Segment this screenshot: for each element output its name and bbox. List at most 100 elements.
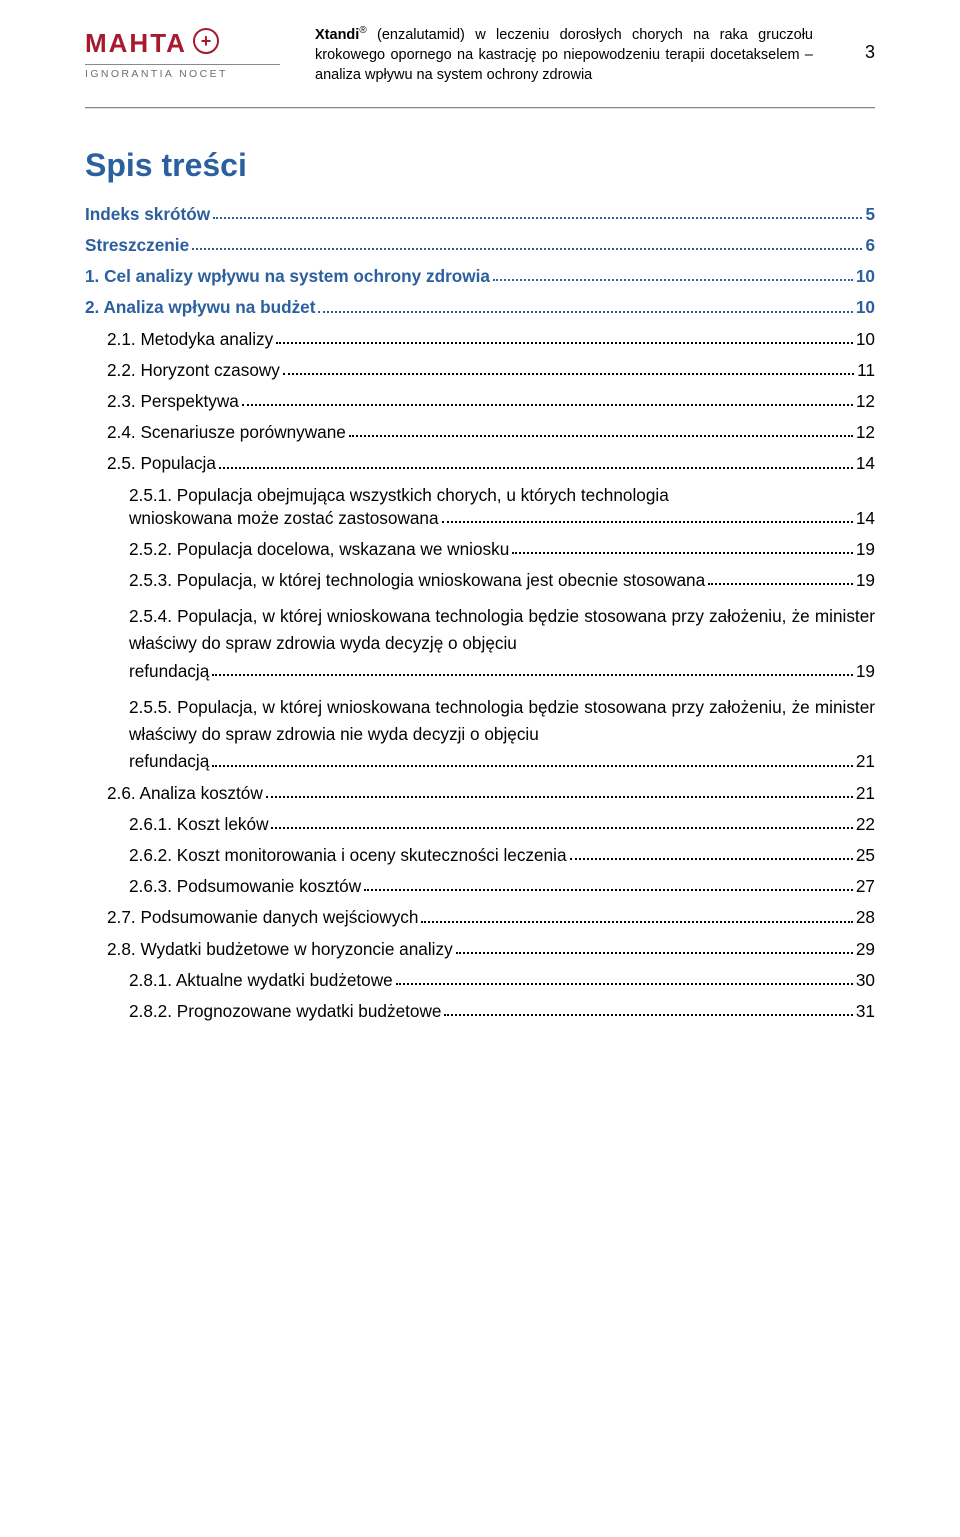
toc-entry: 2.2. Horyzont czasowy 11 [85, 362, 875, 379]
toc-entry-label: 2.6.3. Podsumowanie kosztów [129, 878, 361, 895]
toc-leader-dots [276, 342, 853, 344]
drug-name: Xtandi [315, 27, 359, 43]
toc-leader-dots [493, 279, 853, 281]
toc-entry: 2.8.1. Aktualne wydatki budżetowe30 [85, 972, 875, 989]
toc-entry-label: 2.5.2. Populacja docelowa, wskazana we w… [129, 541, 509, 558]
toc-entry-page: 29 [856, 941, 875, 958]
toc-leader-dots [512, 552, 853, 554]
toc-entry-lastline: refundacją 21 [129, 753, 875, 770]
toc-entry-label: 2.1. Metodyka analizy [107, 331, 273, 348]
toc-leader-dots [570, 858, 853, 860]
toc-entry-label: 2.8.1. Aktualne wydatki budżetowe [129, 972, 393, 989]
toc-entry: 2.5.1. Populacja obejmująca wszystkich c… [85, 487, 875, 527]
header-description: Xtandi® (enzalutamid) w leczeniu dorosły… [315, 24, 821, 85]
toc-entry-label: Indeks skrótów [85, 206, 210, 223]
page-header: MAHTA + IGNORANTIA NOCET Xtandi® (enzalu… [85, 24, 875, 85]
plus-icon: + [193, 28, 219, 54]
toc-leader-dots [708, 583, 853, 585]
toc-entry: 2.5.3. Populacja, w której technologia w… [85, 572, 875, 589]
header-rest: (enzalutamid) w leczeniu dorosłych chory… [315, 27, 813, 83]
logo: MAHTA + [85, 28, 295, 59]
toc-entry-label: 2.7. Podsumowanie danych wejściowych [107, 909, 418, 926]
toc-entry: 1. Cel analizy wpływu na system ochrony … [85, 268, 875, 285]
toc-leader-dots [444, 1014, 852, 1016]
toc-entry-label: 2.6.1. Koszt leków [129, 816, 268, 833]
toc-entry-page: 14 [856, 510, 875, 527]
toc-entry-label: 2.5.3. Populacja, w której technologia w… [129, 572, 705, 589]
toc-entry: 2.6.2. Koszt monitorowania i oceny skute… [85, 847, 875, 864]
toc-leader-dots [283, 373, 854, 375]
toc-entry-label: 2.2. Horyzont czasowy [107, 362, 280, 379]
toc-entry-label: refundacją [129, 753, 209, 770]
toc-leader-dots [456, 952, 853, 954]
toc-entry-page: 19 [856, 663, 875, 680]
toc-entry-page: 10 [856, 268, 875, 285]
toc-entry: 2.3. Perspektywa12 [85, 393, 875, 410]
toc-entry: 2.7. Podsumowanie danych wejściowych 28 [85, 909, 875, 926]
toc-entry: 2.6. Analiza kosztów 21 [85, 785, 875, 802]
toc-entry-page: 10 [856, 299, 875, 316]
toc-entry-page: 19 [856, 541, 875, 558]
toc-entry-label: 2.8.2. Prognozowane wydatki budżetowe [129, 1003, 441, 1020]
document-page: MAHTA + IGNORANTIA NOCET Xtandi® (enzalu… [0, 0, 960, 1537]
toc-entry-label: 2.6. Analiza kosztów [107, 785, 263, 802]
toc-entry: 2.4. Scenariusze porównywane 12 [85, 424, 875, 441]
toc-entry: 2.5.2. Populacja docelowa, wskazana we w… [85, 541, 875, 558]
toc-entry: 2.8. Wydatki budżetowe w horyzoncie anal… [85, 941, 875, 958]
toc-leader-dots [349, 435, 853, 437]
toc-leader-dots [213, 217, 862, 219]
page-number: 3 [841, 24, 875, 63]
toc-entry-page: 25 [856, 847, 875, 864]
toc-entry-page: 28 [856, 909, 875, 926]
header-divider [85, 107, 875, 109]
toc-entry-label: refundacją [129, 663, 209, 680]
toc-leader-dots [271, 827, 852, 829]
toc-entry-page: 14 [856, 455, 875, 472]
toc-entry: 2.1. Metodyka analizy 10 [85, 331, 875, 348]
toc-leader-dots [421, 921, 852, 923]
toc-leader-dots [212, 674, 853, 676]
toc-entry-page: 12 [856, 424, 875, 441]
toc-entry: 2. Analiza wpływu na budżet 10 [85, 299, 875, 316]
toc-leader-dots [396, 983, 853, 985]
toc-entry-label: 2. Analiza wpływu na budżet [85, 299, 315, 316]
toc-entry-label: Streszczenie [85, 237, 189, 254]
toc-entry-lastline: refundacją 19 [129, 663, 875, 680]
toc-entry-page: 5 [865, 206, 875, 223]
toc-leader-dots [219, 467, 853, 469]
toc-entry-text: 2.5.5. Populacja, w której wnioskowana t… [129, 694, 875, 747]
toc-entry-label: 2.8. Wydatki budżetowe w horyzoncie anal… [107, 941, 453, 958]
logo-wordmark: MAHTA [85, 28, 187, 59]
toc-entry-page: 19 [856, 572, 875, 589]
toc-entry-page: 21 [856, 753, 875, 770]
toc-entry-page: 31 [856, 1003, 875, 1020]
toc-entry: 2.8.2. Prognozowane wydatki budżetowe 31 [85, 1003, 875, 1020]
toc-entry-label: 2.5. Populacja [107, 455, 216, 472]
toc-entry-page: 21 [856, 785, 875, 802]
toc-leader-dots [318, 311, 852, 313]
toc-entry: 2.5.4. Populacja, w której wnioskowana t… [85, 603, 875, 680]
toc-entry: 2.6.1. Koszt leków 22 [85, 816, 875, 833]
toc-leader-dots [266, 796, 853, 798]
toc-entry-label: 2.6.2. Koszt monitorowania i oceny skute… [129, 847, 567, 864]
logo-divider [85, 64, 280, 65]
toc-entry-page: 10 [856, 331, 875, 348]
toc-entry: Indeks skrótów 5 [85, 206, 875, 223]
toc-entry-label: 2.4. Scenariusze porównywane [107, 424, 346, 441]
toc-title: Spis treści [85, 147, 875, 184]
toc-leader-dots [192, 248, 862, 250]
toc-entry-page: 11 [857, 362, 875, 379]
toc-entry-label: 1. Cel analizy wpływu na system ochrony … [85, 268, 490, 285]
toc-entry: 2.5.5. Populacja, w której wnioskowana t… [85, 694, 875, 771]
toc-entry-page: 12 [856, 393, 875, 410]
toc-leader-dots [242, 404, 853, 406]
toc-leader-dots [212, 765, 853, 767]
toc-entry-text: 2.5.4. Populacja, w której wnioskowana t… [129, 603, 875, 656]
toc-entry: 2.5. Populacja 14 [85, 455, 875, 472]
toc-entry-page: 22 [856, 816, 875, 833]
toc-entry: Streszczenie 6 [85, 237, 875, 254]
toc-entry: 2.6.3. Podsumowanie kosztów27 [85, 878, 875, 895]
registered-mark: ® [359, 25, 366, 36]
toc-entry-page: 6 [865, 237, 875, 254]
toc-entry-label: wnioskowana może zostać zastosowana [129, 510, 439, 527]
